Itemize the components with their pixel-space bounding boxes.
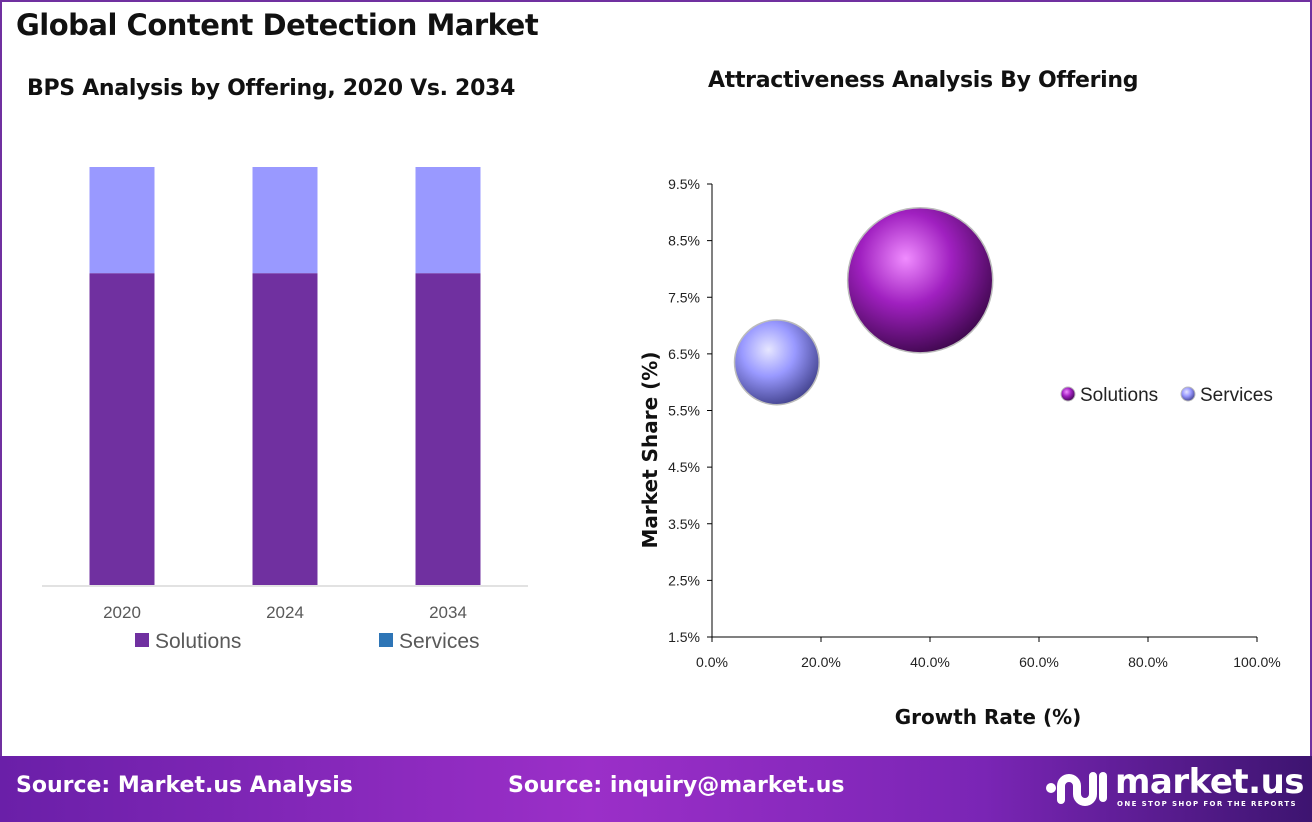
charts-canvas: 2020 2024 2034 Solutions Services 1.5% 2.5% 3.… [42, 167, 1281, 729]
bar-services-2024 [252, 167, 318, 274]
x-axis-title: Growth Rate (%) [895, 705, 1082, 729]
page-title: Global Content Detection Market [16, 8, 539, 42]
bar-services-2020 [89, 167, 155, 274]
y-tick-label: 8.5% [668, 233, 700, 249]
legend-label-solutions: Solutions [155, 630, 241, 653]
bar-solutions-2020 [89, 273, 155, 585]
y-tick-label: 1.5% [668, 629, 700, 645]
legend-swatch-solutions [135, 633, 149, 647]
bar-chart-title: BPS Analysis by Offering, 2020 Vs. 2034 [27, 76, 516, 101]
logo-tagline: ONE STOP SHOP FOR THE REPORTS [1117, 800, 1297, 808]
y-axis-title: Market Share (%) [638, 352, 662, 549]
x-tick-label: 80.0% [1128, 654, 1168, 670]
legend-swatch-services [379, 633, 393, 647]
x-tick-label: 2024 [266, 603, 304, 622]
y-tick-label: 9.5% [668, 176, 700, 192]
x-tick-label: 2034 [429, 603, 467, 622]
logo-text: market.us [1115, 762, 1305, 802]
legend-label-services: Services [399, 630, 480, 653]
bubble-solutions [846, 206, 994, 354]
y-tick-label: 4.5% [668, 459, 700, 475]
source-analysis: Source: Market.us Analysis [16, 773, 353, 798]
y-tick-label: 7.5% [668, 289, 700, 305]
bar-solutions-2034 [415, 273, 481, 585]
y-tick-label: 2.5% [668, 572, 700, 588]
footer: Source: Market.us Analysis Source: inqui… [0, 756, 1312, 822]
chart-frame [0, 0, 1312, 756]
bubble-services [733, 319, 820, 406]
x-tick-label: 2020 [103, 603, 141, 622]
x-tick-label: 60.0% [1019, 654, 1059, 670]
y-tick-label: 5.5% [668, 403, 700, 419]
legend-marker-services [1180, 386, 1196, 402]
x-tick-label: 40.0% [910, 654, 950, 670]
x-tick-label: 100.0% [1233, 654, 1280, 670]
x-tick-label: 20.0% [801, 654, 841, 670]
y-tick-label: 3.5% [668, 516, 700, 532]
legend-marker-solutions [1060, 386, 1076, 402]
legend-label-solutions: Solutions [1080, 385, 1158, 406]
x-tick-label: 0.0% [696, 654, 728, 670]
bar-solutions-2024 [252, 273, 318, 585]
legend-label-services: Services [1200, 385, 1273, 406]
market-us-logo: market.us ONE STOP SHOP FOR THE REPORTS [1043, 762, 1305, 814]
bar-services-2034 [415, 167, 481, 274]
bubble-chart-title: Attractiveness Analysis By Offering [708, 68, 1139, 93]
logo-mark-icon [1046, 772, 1107, 806]
source-email[interactable]: Source: inquiry@market.us [508, 773, 845, 798]
y-tick-label: 6.5% [668, 346, 700, 362]
